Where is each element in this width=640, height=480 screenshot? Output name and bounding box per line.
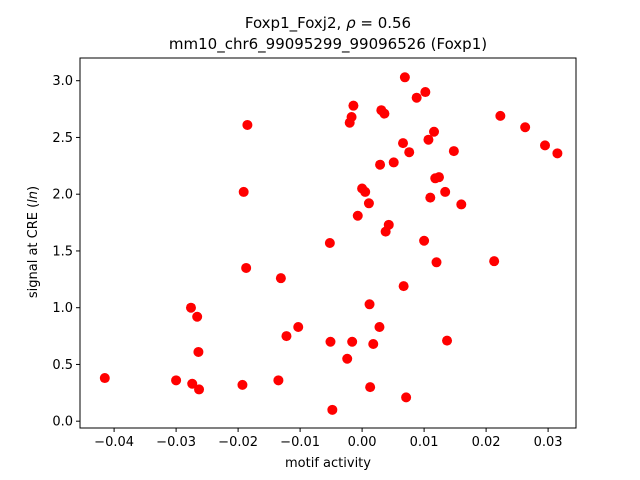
data-point-9 <box>241 262 252 273</box>
data-point-40 <box>401 392 412 403</box>
data-point-10 <box>242 119 253 130</box>
y-axis: 0.0 0.5 1.0 1.5 2.0 2.5 3.0 <box>52 74 80 430</box>
y-tick-label-1: 0.5 <box>52 358 73 373</box>
data-point-53 <box>448 146 459 157</box>
y-tick-label-6: 3.0 <box>52 74 73 89</box>
data-point-4 <box>192 311 203 322</box>
plot-area <box>99 72 563 415</box>
x-tick-label-4: 0.00 <box>348 435 377 450</box>
data-point-11 <box>273 375 284 386</box>
data-point-31 <box>375 159 386 170</box>
y-axis-label-prefix: signal at CRE ( <box>26 203 41 298</box>
y-tick-label-4: 2.0 <box>52 188 73 203</box>
data-point-18 <box>342 353 353 364</box>
x-tick-label-5: 0.01 <box>410 435 439 450</box>
data-point-20 <box>346 112 357 123</box>
data-point-28 <box>365 382 376 393</box>
data-point-57 <box>520 122 531 133</box>
data-point-22 <box>348 100 359 111</box>
data-point-47 <box>429 126 440 137</box>
data-point-55 <box>489 256 500 267</box>
chart-title-name: Foxp1_Foxj2, <box>245 14 346 33</box>
data-point-26 <box>363 198 374 209</box>
data-point-52 <box>442 335 453 346</box>
data-point-54 <box>456 199 467 210</box>
x-tick-label-7: 0.03 <box>534 435 563 450</box>
data-point-12 <box>275 273 286 284</box>
data-point-56 <box>495 110 506 121</box>
data-point-27 <box>364 299 375 310</box>
plot-frame <box>79 57 577 429</box>
data-point-15 <box>324 238 335 248</box>
chart-title-rho-value: = 0.56 <box>356 14 412 32</box>
data-point-44 <box>420 87 431 98</box>
y-tick-label-0: 0.0 <box>52 415 73 430</box>
data-point-43 <box>419 235 430 246</box>
chart-title: Foxp1_Foxj2, ρ = 0.56 <box>245 14 411 33</box>
x-tick-label-0: −0.04 <box>94 435 134 450</box>
data-point-35 <box>383 219 394 230</box>
x-tick-label-1: −0.03 <box>156 435 196 450</box>
data-point-45 <box>423 134 434 145</box>
data-point-51 <box>440 186 451 197</box>
data-point-42 <box>411 92 422 103</box>
y-axis-label-suffix: ) <box>26 186 41 191</box>
data-point-25 <box>360 186 371 197</box>
data-point-30 <box>374 321 385 332</box>
data-point-13 <box>281 331 292 342</box>
data-point-0 <box>99 373 110 384</box>
data-point-2 <box>185 302 196 313</box>
data-point-38 <box>398 281 409 292</box>
data-point-50 <box>433 172 444 183</box>
x-axis-label: motif activity <box>285 456 371 471</box>
data-point-1 <box>171 375 182 386</box>
data-point-21 <box>347 336 358 347</box>
data-point-33 <box>379 108 390 119</box>
data-point-36 <box>388 157 399 168</box>
data-point-7 <box>237 379 248 390</box>
data-point-41 <box>404 147 415 158</box>
data-point-17 <box>327 404 338 415</box>
data-point-58 <box>540 140 550 151</box>
data-point-3 <box>187 378 198 389</box>
data-point-5 <box>193 346 204 357</box>
data-point-6 <box>194 384 205 395</box>
data-point-29 <box>368 339 379 350</box>
x-axis: −0.04 −0.03 −0.02 −0.01 0.00 0.01 0.02 0.03 <box>94 428 563 450</box>
y-axis-label-italic: ln <box>26 191 41 203</box>
y-axis-label: signal at CRE (ln) <box>26 186 41 298</box>
y-tick-label-2: 1.0 <box>52 301 73 316</box>
data-point-16 <box>325 336 336 347</box>
data-point-14 <box>293 321 304 332</box>
data-point-23 <box>352 210 363 221</box>
x-tick-label-3: −0.01 <box>280 435 320 450</box>
chart-title-rho: ρ <box>346 14 356 32</box>
y-tick-label-3: 1.5 <box>52 244 73 259</box>
data-point-59 <box>552 148 563 159</box>
data-point-49 <box>431 257 442 268</box>
x-tick-label-6: 0.02 <box>472 435 501 450</box>
x-tick-label-2: −0.02 <box>218 435 258 450</box>
data-point-46 <box>425 192 436 203</box>
chart-subtitle: mm10_chr6_99095299_99096526 (Foxp1) <box>169 35 487 54</box>
data-point-37 <box>398 138 409 149</box>
y-tick-label-5: 2.5 <box>52 131 73 146</box>
data-point-8 <box>238 186 249 197</box>
data-point-39 <box>399 72 410 83</box>
